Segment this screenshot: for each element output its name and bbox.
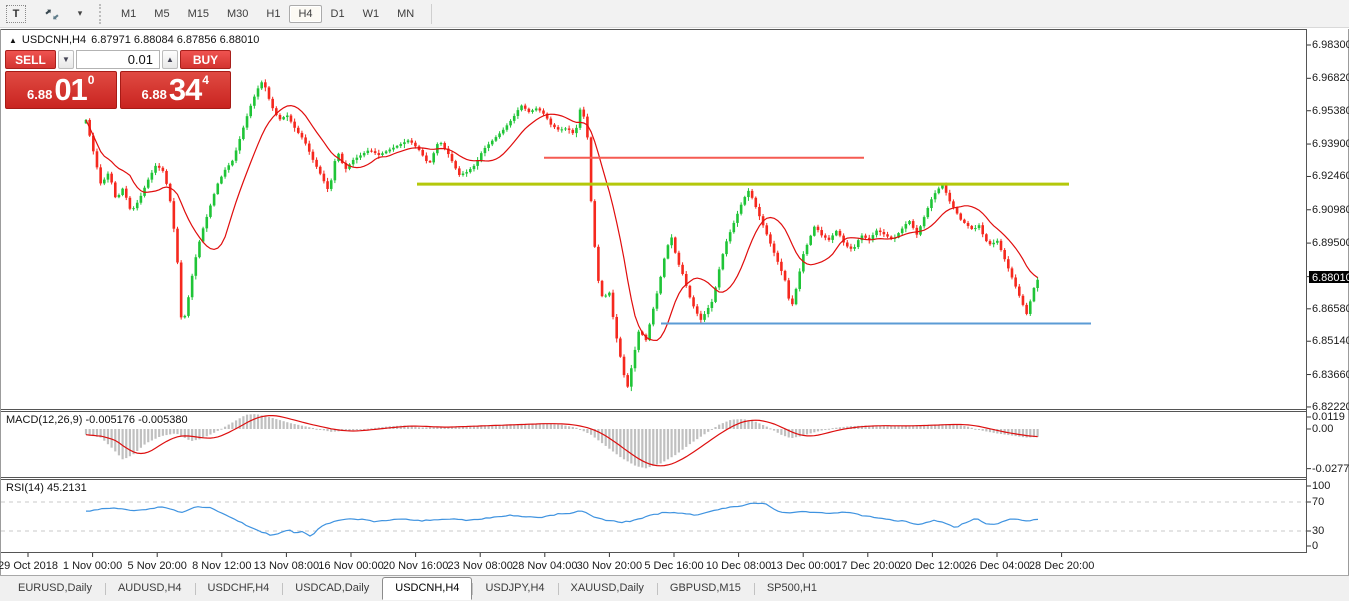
price-tick-label: 0 [1312, 540, 1319, 552]
timeframe-button-m30[interactable]: M30 [226, 7, 249, 20]
chart-tab-usdjpy[interactable]: USDJPY,H4 [472, 577, 557, 600]
timeframe-button-h4[interactable]: H4 [289, 4, 322, 23]
toolbar-grip[interactable] [99, 3, 104, 24]
date-tick-label: 28 Dec 20:00 [1028, 560, 1095, 572]
symbol-timeframe-label: USDCNH,H4 [21, 34, 87, 46]
date-tick-label: 13 Dec 00:00 [770, 560, 836, 572]
main-macd-splitter[interactable] [1, 409, 1307, 410]
volume-increase-button[interactable]: ▲ [162, 50, 178, 69]
chart-top-border [1, 29, 1307, 30]
date-tick-label: 10 Dec 08:00 [705, 560, 772, 572]
price-tick-label: 6.98300 [1312, 39, 1349, 51]
macd-label: MACD(12,26,9) -0.005176 -0.005380 [6, 414, 188, 426]
date-tick-label: 1 Nov 00:00 [62, 560, 123, 572]
toolbar-separator [431, 3, 433, 24]
timeframe-button-m1[interactable]: M1 [121, 7, 137, 20]
volume-decrease-button[interactable]: ▼ [58, 50, 74, 69]
price-tick-label: 0.00 [1312, 423, 1334, 435]
price-tick-label: 6.92460 [1312, 170, 1349, 183]
date-tick-label: 29 Oct 2018 [0, 560, 58, 572]
chevron-down-icon[interactable]: ▾ [77, 8, 83, 18]
macd-rsi-splitter[interactable] [1, 477, 1307, 478]
date-tick-label: 23 Nov 08:00 [447, 560, 513, 572]
top-toolbar: T ▾ M1 M5 M15 M30 H1 H4 D1 W1 MN [0, 0, 1349, 28]
price-tick-label: 6.85140 [1312, 335, 1349, 348]
chart-title: ▲ USDCNH,H4 6.87971 6.88084 6.87856 6.88… [9, 34, 259, 46]
chart-tab-usdchf[interactable]: USDCHF,H4 [194, 577, 283, 600]
date-tick-label: 26 Dec 04:00 [964, 560, 1030, 572]
chart-tab-eurusd[interactable]: EURUSD,Daily [18, 582, 92, 594]
symbol-tab-bar: EURUSD,Daily AUDUSD,H4 USDCHF,H4 USDCAD,Dai… [0, 575, 1349, 601]
date-tick-label: 8 Nov 12:00 [192, 560, 252, 572]
chart-tab-audusd[interactable]: AUDUSD,H4 [104, 577, 195, 600]
rsi-top-border [1, 479, 1307, 480]
volume-field-wrap [76, 50, 160, 69]
date-tick-label: 13 Nov 08:00 [253, 560, 320, 572]
buy-button[interactable]: BUY [180, 50, 231, 69]
buy-price-quote[interactable]: 6.88 34 4 [119, 71, 231, 109]
price-axis-line [1306, 29, 1307, 553]
date-tick-label: 5 Nov 20:00 [127, 560, 187, 572]
timeframe-button-group: M1 M5 M15 M30 H1 H4 D1 W1 MN [112, 4, 423, 23]
current-price-badge: 6.88010 [1309, 270, 1349, 284]
chart-tab-xauusd[interactable]: XAUUSD,Daily [557, 577, 657, 600]
macd-top-border [1, 411, 1307, 412]
timeframe-button-m15[interactable]: M15 [187, 7, 209, 20]
rsi-bottom-border [1, 552, 1307, 553]
timeframe-button-m5[interactable]: M5 [154, 7, 170, 20]
date-tick-label: 30 Nov 20:00 [576, 560, 643, 572]
chart-tab-sp500[interactable]: SP500,H1 [753, 577, 830, 600]
buy-price-prefix: 6.88 [141, 87, 167, 102]
timeframe-button-h1[interactable]: H1 [266, 7, 281, 20]
rsi-label: RSI(14) 45.2131 [6, 482, 87, 494]
price-tick-label: 6.90980 [1312, 203, 1349, 216]
collapse-panel-icon[interactable]: ▲ [9, 35, 17, 45]
date-tick-label: 28 Nov 04:00 [512, 560, 578, 572]
price-tick-label: 6.82220 [1312, 400, 1349, 413]
buy-price-big: 34 [168, 72, 202, 107]
macd-name: MACD(12,26,9) [6, 414, 83, 426]
price-tick-label: 6.89500 [1312, 237, 1349, 250]
price-tick-label: 100 [1312, 480, 1331, 492]
one-click-trade-panel: SELL ▼ ▲ BUY 6.88 01 0 6.88 34 4 [5, 50, 231, 109]
price-tick-label: -0.027754 [1312, 462, 1349, 475]
chart-window[interactable]: ▲ USDCNH,H4 6.87971 6.88084 6.87856 6.88… [0, 29, 1349, 575]
date-tick-label: 16 Nov 00:00 [318, 560, 384, 572]
chart-tab-usdcnh[interactable]: USDCNH,H4 [382, 577, 473, 600]
sell-button[interactable]: SELL [5, 50, 56, 69]
price-tick-label: 30 [1312, 525, 1325, 537]
date-tick-label: 20 Dec 12:00 [899, 560, 966, 572]
text-label-tool-button[interactable]: T [6, 4, 26, 23]
sell-price-big: 01 [54, 72, 87, 107]
rsi-name: RSI(14) [6, 482, 44, 494]
trade-arrows-icon[interactable] [37, 4, 67, 24]
date-tick-label: 5 Dec 16:00 [644, 560, 704, 572]
price-tick-label: 6.96820 [1312, 72, 1349, 85]
diagonal-arrows-icon [45, 9, 59, 19]
ohlc-readout: 6.87971 6.88084 6.87856 6.88010 [91, 34, 260, 46]
timeframe-button-w1[interactable]: W1 [362, 7, 380, 20]
price-tick-label: 0.0119 [1312, 411, 1345, 423]
chart-tab-usdcad[interactable]: USDCAD,Daily [282, 577, 382, 600]
buy-price-pip: 4 [202, 73, 209, 87]
sell-price-prefix: 6.88 [27, 87, 53, 102]
price-tick-label: 6.93900 [1312, 138, 1349, 151]
price-tick-label: 6.86580 [1312, 302, 1349, 315]
macd-values: -0.005176 -0.005380 [85, 414, 188, 426]
price-tick-label: 6.95380 [1312, 104, 1349, 117]
date-tick-label: 20 Nov 16:00 [382, 560, 449, 572]
sell-price-quote[interactable]: 6.88 01 0 [5, 71, 117, 109]
volume-input[interactable] [77, 51, 159, 68]
timeframe-button-d1[interactable]: D1 [330, 7, 345, 20]
rsi-value: 45.2131 [46, 482, 87, 494]
chart-tab-gbpusd[interactable]: GBPUSD,M15 [656, 577, 754, 600]
sell-price-pip: 0 [87, 73, 95, 87]
timeframe-button-mn[interactable]: MN [397, 7, 415, 20]
date-tick-label: 17 Dec 20:00 [835, 560, 901, 572]
price-tick-label: 70 [1312, 496, 1325, 508]
price-tick-label: 6.83660 [1312, 368, 1349, 381]
chart-canvas[interactable] [1, 29, 1349, 575]
